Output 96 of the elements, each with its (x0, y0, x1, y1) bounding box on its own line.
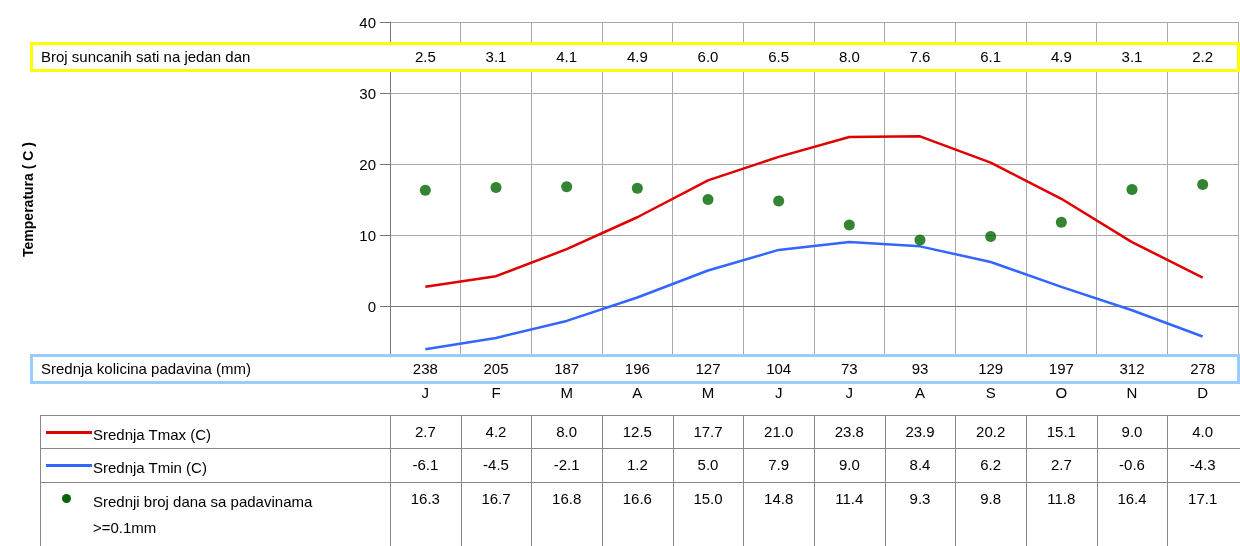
data-label: 6.5 (767, 48, 791, 65)
text: Broj suncanih sati na jedan dan (41, 48, 251, 65)
data-label: 93 (910, 360, 930, 377)
y-axis-title: Temperatura ( C ) (20, 142, 36, 257)
point (1126, 184, 1138, 196)
data-label: 312 (1118, 360, 1146, 377)
data-label: 196 (623, 360, 651, 377)
data-label: 15.1 (1045, 423, 1077, 440)
data-label: 1.2 (625, 456, 649, 473)
data-label: 4.9 (1049, 48, 1073, 65)
y-tick-label: 20 (359, 155, 376, 173)
point (702, 194, 714, 205)
x-tick-label: M (560, 384, 573, 401)
y-tick-label: 0 (367, 297, 376, 315)
x-tick-label: M (701, 384, 715, 401)
point (914, 234, 926, 246)
data-label: 7.9 (767, 456, 791, 473)
x-tick-label: D (1197, 384, 1209, 401)
x-tick-label: J (774, 384, 783, 401)
point (490, 181, 502, 193)
point (1055, 216, 1067, 228)
data-label: 278 (1189, 360, 1217, 377)
point (631, 182, 643, 194)
data-label: 23.8 (833, 423, 865, 440)
data-label: 17.1 (1187, 490, 1219, 507)
data-label: 129 (977, 360, 1005, 377)
y-tick-label: 40 (359, 13, 376, 31)
data-label: 127 (694, 360, 722, 377)
data-label: 73 (840, 360, 859, 377)
data-label: 8.0 (555, 423, 579, 440)
data-label: 187 (553, 360, 581, 377)
data-label: 15.0 (692, 490, 724, 507)
data-label: 2.5 (413, 48, 437, 65)
data-label: 3.1 (484, 48, 508, 65)
x-tick-label: N (1126, 384, 1138, 401)
x-tick-label: J (421, 384, 430, 401)
data-label: 12.5 (621, 423, 653, 440)
data-label: -2.1 (552, 456, 581, 473)
data-label: 11.8 (1046, 490, 1077, 507)
data-label: 4.2 (484, 423, 508, 440)
data-label: 5.0 (696, 456, 720, 473)
legend-label: Srednja Tmax (C) (93, 425, 213, 445)
data-label: 9.0 (837, 456, 861, 473)
data-label: 16.4 (1116, 490, 1148, 507)
legend-label: Srednja Tmin (C) (93, 458, 208, 478)
text: Srednja kolicina padavina (mm) (41, 360, 252, 377)
data-label: 9.8 (979, 490, 1003, 507)
x-tick-label: A (914, 384, 926, 401)
data-label: 11.4 (834, 490, 865, 507)
data-label: 3.1 (1120, 48, 1144, 65)
x-tick-label: F (491, 384, 501, 401)
data-label: 2.2 (1191, 48, 1215, 65)
y-tick-label: 30 (359, 84, 376, 102)
data-label: 6.0 (696, 48, 720, 65)
x-tick-label: S (985, 384, 996, 401)
data-label: 238 (411, 360, 439, 377)
data-label: -0.6 (1118, 456, 1146, 473)
x-tick-label: A (632, 384, 643, 401)
data-label: 205 (482, 360, 510, 377)
data-label: 7.6 (908, 48, 932, 65)
point (773, 195, 785, 207)
data-label: 21.0 (763, 423, 795, 440)
data-label: -6.1 (411, 456, 440, 473)
data-label: 6.1 (979, 48, 1003, 65)
data-label: 9.3 (908, 490, 932, 507)
line-series (424, 135, 1204, 289)
data-label: 197 (1047, 360, 1075, 377)
data-label: 8.4 (908, 456, 932, 473)
data-label: 8.0 (837, 48, 861, 65)
data-label: 104 (765, 360, 793, 377)
data-label: 4.0 (1191, 423, 1215, 440)
data-label: 20.2 (975, 423, 1007, 440)
data-label: 17.7 (692, 423, 724, 440)
data-label: -4.3 (1188, 456, 1217, 473)
x-tick-label: O (1055, 384, 1068, 401)
point (985, 230, 997, 242)
legend-label: Srednji broj dana sa padavinama >=0.1mm (93, 492, 314, 538)
data-label: 14.8 (763, 490, 795, 507)
data-label: 2.7 (1049, 456, 1073, 473)
y-tick-label: 10 (359, 226, 376, 244)
data-label: 2.7 (413, 423, 437, 440)
data-label: 23.9 (904, 423, 936, 440)
data-label: -4.5 (482, 456, 510, 473)
data-label: 16.3 (409, 490, 441, 507)
data-label: 6.2 (979, 456, 1003, 473)
point (1197, 179, 1209, 191)
data-label: 9.0 (1120, 423, 1144, 440)
data-label: 16.7 (480, 490, 512, 507)
x-tick-label: J (845, 384, 854, 401)
point (561, 181, 573, 193)
data-label: 4.1 (555, 48, 579, 65)
data-label: 16.8 (551, 490, 583, 507)
point (419, 184, 431, 196)
data-label: 4.9 (625, 48, 649, 65)
point (843, 219, 855, 231)
data-label: 16.6 (621, 490, 653, 507)
